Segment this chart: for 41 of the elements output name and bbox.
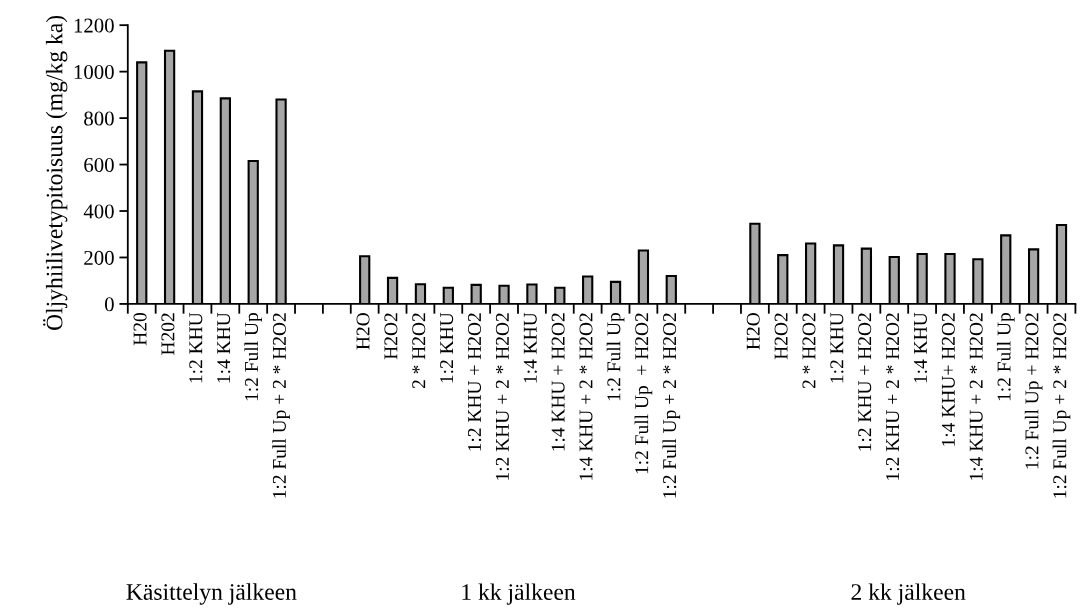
x-tick-label: H2O2 xyxy=(774,313,788,360)
x-tick-label: 1:2 Full Up + H2O2 xyxy=(1024,313,1043,469)
x-tick-label: 1:4 KHU xyxy=(913,312,928,383)
x-tick-label: 1:4 KHU xyxy=(217,312,231,383)
x-tick-label: 1:2 KHU + H2O2 xyxy=(858,313,872,451)
y-axis-title: Öljyhiilivetypitoisuus (mg/kg ka) xyxy=(43,15,68,330)
x-tick-label: 1:2 KHU + 2 * H2O2 xyxy=(495,313,510,480)
y-tick-label: 600 xyxy=(84,157,114,172)
x-tick-label: 1:2 KHU xyxy=(440,312,454,383)
x-tick-label: 1:2 Full Up + 2 * H2O2 xyxy=(1052,313,1071,498)
x-tick-label: H20 xyxy=(133,313,147,346)
y-tick-label: 200 xyxy=(84,250,114,265)
x-tick-label: 1:2 KHU + H2O2 xyxy=(467,313,482,451)
x-tick-label: 1:4 KHU xyxy=(523,312,537,383)
x-tick-label: 1:2 Full Up xyxy=(606,313,625,401)
x-tick-label: 1:2 KHU xyxy=(830,312,844,383)
x-tick-label: 1:2 Full Up + 2 * H2O2 xyxy=(662,313,681,498)
x-tick-label: H2O xyxy=(746,313,760,350)
x-tick-label: 1:4 KHU + 2 * H2O2 xyxy=(969,313,983,480)
x-tick-label: 1:2 KHU + 2 * H2O2 xyxy=(886,313,900,480)
y-tick-label: 400 xyxy=(83,204,114,219)
x-tick-label: 1:2 KHU xyxy=(189,312,203,383)
y-tick-label: 1200 xyxy=(74,18,114,33)
text: 2 kk jälkeen xyxy=(851,583,966,605)
x-tick-label: H2O xyxy=(356,313,370,350)
x-tick-label: 1:4 KHU + 2 * H2O2 xyxy=(579,313,593,480)
y-tick-label: 800 xyxy=(84,111,114,126)
text: 1 kk jälkeen xyxy=(462,583,576,605)
y-tick-label: 0 xyxy=(104,297,114,312)
x-tick-label: 1:2 Full Up xyxy=(996,313,1015,401)
x-tick-label: 1:4 KHU+ H2O2 xyxy=(941,313,955,446)
x-tick-label: 1:4 KHU + H2O2 xyxy=(551,313,565,451)
x-tick-label: 2 * H2O2 xyxy=(412,313,426,389)
x-tick-label: 1:2 Full Up + 2 * H2O2 xyxy=(272,313,290,498)
text: Käsittelyn jälkeen xyxy=(126,583,297,605)
y-tick-label: 1000 xyxy=(74,65,114,80)
x-tick-label: 1:2 Full Up xyxy=(244,313,263,401)
x-tick-label: 1:2 Full Up + H2O2 xyxy=(634,313,653,474)
x-tick-label: H202 xyxy=(161,313,175,355)
x-tick-label: H2O2 xyxy=(384,313,398,360)
x-tick-label: 2 * H2O2 xyxy=(802,313,816,389)
